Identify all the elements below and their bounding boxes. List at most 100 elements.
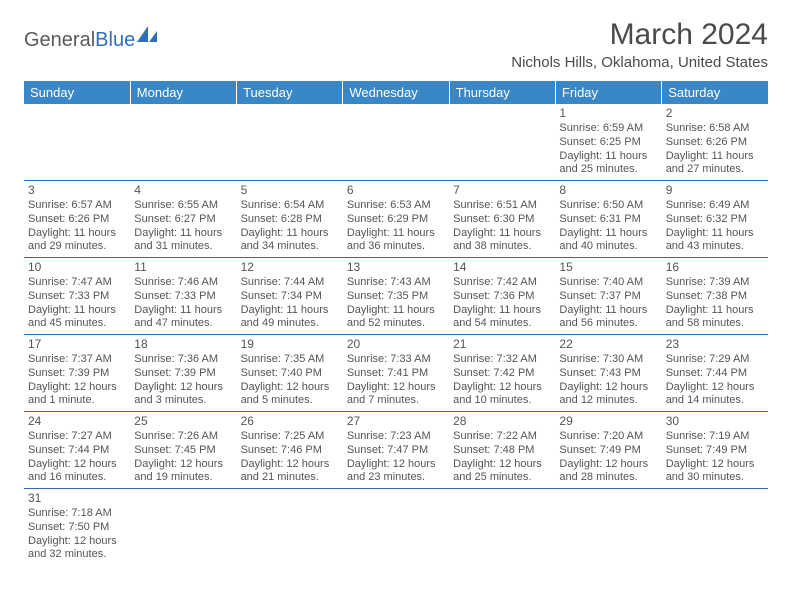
calendar-cell: 2Sunrise: 6:58 AMSunset: 6:26 PMDaylight… [662, 104, 768, 181]
calendar-cell: 29Sunrise: 7:20 AMSunset: 7:49 PMDayligh… [555, 412, 661, 489]
calendar-cell [555, 489, 661, 566]
calendar-cell [343, 489, 449, 566]
daylight-text: and 25 minutes. [559, 163, 657, 177]
daylight-text: and 16 minutes. [28, 471, 126, 485]
calendar-body: 1Sunrise: 6:59 AMSunset: 6:25 PMDaylight… [24, 104, 768, 565]
calendar-cell [449, 489, 555, 566]
sunrise-text: Sunrise: 7:44 AM [241, 276, 339, 290]
daylight-text: Daylight: 12 hours [347, 458, 445, 472]
sunset-text: Sunset: 7:35 PM [347, 290, 445, 304]
calendar-cell: 18Sunrise: 7:36 AMSunset: 7:39 PMDayligh… [130, 335, 236, 412]
day-number: 29 [559, 414, 657, 429]
day-number: 5 [241, 183, 339, 198]
title-block: March 2024 Nichols Hills, Oklahoma, Unit… [511, 18, 768, 71]
daylight-text: Daylight: 12 hours [666, 381, 764, 395]
daylight-text: and 27 minutes. [666, 163, 764, 177]
day-number: 18 [134, 337, 232, 352]
calendar-week-row: 31Sunrise: 7:18 AMSunset: 7:50 PMDayligh… [24, 489, 768, 566]
calendar-cell [130, 104, 236, 181]
calendar-cell: 13Sunrise: 7:43 AMSunset: 7:35 PMDayligh… [343, 258, 449, 335]
calendar-cell [237, 104, 343, 181]
daylight-text: and 10 minutes. [453, 394, 551, 408]
sunrise-text: Sunrise: 7:26 AM [134, 430, 232, 444]
calendar-cell: 5Sunrise: 6:54 AMSunset: 6:28 PMDaylight… [237, 181, 343, 258]
day-number: 22 [559, 337, 657, 352]
brand-logo: GeneralBlue [24, 18, 159, 54]
day-number: 23 [666, 337, 764, 352]
daylight-text: Daylight: 11 hours [559, 150, 657, 164]
calendar-cell: 7Sunrise: 6:51 AMSunset: 6:30 PMDaylight… [449, 181, 555, 258]
sunset-text: Sunset: 7:46 PM [241, 444, 339, 458]
daylight-text: and 5 minutes. [241, 394, 339, 408]
sunrise-text: Sunrise: 7:46 AM [134, 276, 232, 290]
daylight-text: Daylight: 12 hours [453, 458, 551, 472]
sunrise-text: Sunrise: 7:23 AM [347, 430, 445, 444]
daylight-text: and 47 minutes. [134, 317, 232, 331]
calendar-week-row: 10Sunrise: 7:47 AMSunset: 7:33 PMDayligh… [24, 258, 768, 335]
daylight-text: and 34 minutes. [241, 240, 339, 254]
daylight-text: and 7 minutes. [347, 394, 445, 408]
calendar-cell: 10Sunrise: 7:47 AMSunset: 7:33 PMDayligh… [24, 258, 130, 335]
daylight-text: Daylight: 11 hours [28, 227, 126, 241]
sunset-text: Sunset: 7:39 PM [134, 367, 232, 381]
day-number: 11 [134, 260, 232, 275]
calendar-cell [24, 104, 130, 181]
calendar-cell: 16Sunrise: 7:39 AMSunset: 7:38 PMDayligh… [662, 258, 768, 335]
day-number: 4 [134, 183, 232, 198]
sunset-text: Sunset: 7:44 PM [666, 367, 764, 381]
sunrise-text: Sunrise: 6:55 AM [134, 199, 232, 213]
daylight-text: Daylight: 11 hours [241, 227, 339, 241]
day-header: Thursday [449, 81, 555, 104]
sunrise-text: Sunrise: 6:58 AM [666, 122, 764, 136]
daylight-text: Daylight: 11 hours [134, 227, 232, 241]
day-header: Wednesday [343, 81, 449, 104]
daylight-text: and 52 minutes. [347, 317, 445, 331]
sunrise-text: Sunrise: 7:36 AM [134, 353, 232, 367]
daylight-text: and 40 minutes. [559, 240, 657, 254]
daylight-text: and 38 minutes. [453, 240, 551, 254]
day-number: 16 [666, 260, 764, 275]
calendar-cell: 28Sunrise: 7:22 AMSunset: 7:48 PMDayligh… [449, 412, 555, 489]
daylight-text: Daylight: 11 hours [559, 227, 657, 241]
sunset-text: Sunset: 7:50 PM [28, 521, 126, 535]
daylight-text: and 58 minutes. [666, 317, 764, 331]
sunset-text: Sunset: 7:47 PM [347, 444, 445, 458]
sunset-text: Sunset: 7:36 PM [453, 290, 551, 304]
calendar-cell: 20Sunrise: 7:33 AMSunset: 7:41 PMDayligh… [343, 335, 449, 412]
daylight-text: and 56 minutes. [559, 317, 657, 331]
sunrise-text: Sunrise: 7:30 AM [559, 353, 657, 367]
calendar-week-row: 1Sunrise: 6:59 AMSunset: 6:25 PMDaylight… [24, 104, 768, 181]
sunset-text: Sunset: 6:27 PM [134, 213, 232, 227]
day-number: 10 [28, 260, 126, 275]
daylight-text: and 1 minute. [28, 394, 126, 408]
daylight-text: Daylight: 12 hours [666, 458, 764, 472]
sunrise-text: Sunrise: 7:19 AM [666, 430, 764, 444]
sunset-text: Sunset: 7:40 PM [241, 367, 339, 381]
day-number: 17 [28, 337, 126, 352]
calendar-cell: 14Sunrise: 7:42 AMSunset: 7:36 PMDayligh… [449, 258, 555, 335]
day-number: 27 [347, 414, 445, 429]
sunrise-text: Sunrise: 7:33 AM [347, 353, 445, 367]
daylight-text: Daylight: 11 hours [347, 227, 445, 241]
calendar-cell: 12Sunrise: 7:44 AMSunset: 7:34 PMDayligh… [237, 258, 343, 335]
sail-icon [137, 26, 159, 44]
sunrise-text: Sunrise: 7:43 AM [347, 276, 445, 290]
day-number: 13 [347, 260, 445, 275]
sunrise-text: Sunrise: 6:49 AM [666, 199, 764, 213]
daylight-text: and 45 minutes. [28, 317, 126, 331]
sunrise-text: Sunrise: 7:47 AM [28, 276, 126, 290]
daylight-text: Daylight: 12 hours [241, 381, 339, 395]
day-header: Sunday [24, 81, 130, 104]
sunset-text: Sunset: 6:30 PM [453, 213, 551, 227]
calendar-cell: 21Sunrise: 7:32 AMSunset: 7:42 PMDayligh… [449, 335, 555, 412]
brand-text-2: Blue [95, 29, 135, 52]
daylight-text: Daylight: 11 hours [559, 304, 657, 318]
sunrise-text: Sunrise: 7:22 AM [453, 430, 551, 444]
day-header: Tuesday [237, 81, 343, 104]
day-number: 26 [241, 414, 339, 429]
daylight-text: Daylight: 11 hours [28, 304, 126, 318]
day-header: Monday [130, 81, 236, 104]
sunrise-text: Sunrise: 6:53 AM [347, 199, 445, 213]
daylight-text: Daylight: 12 hours [28, 381, 126, 395]
calendar-cell [343, 104, 449, 181]
